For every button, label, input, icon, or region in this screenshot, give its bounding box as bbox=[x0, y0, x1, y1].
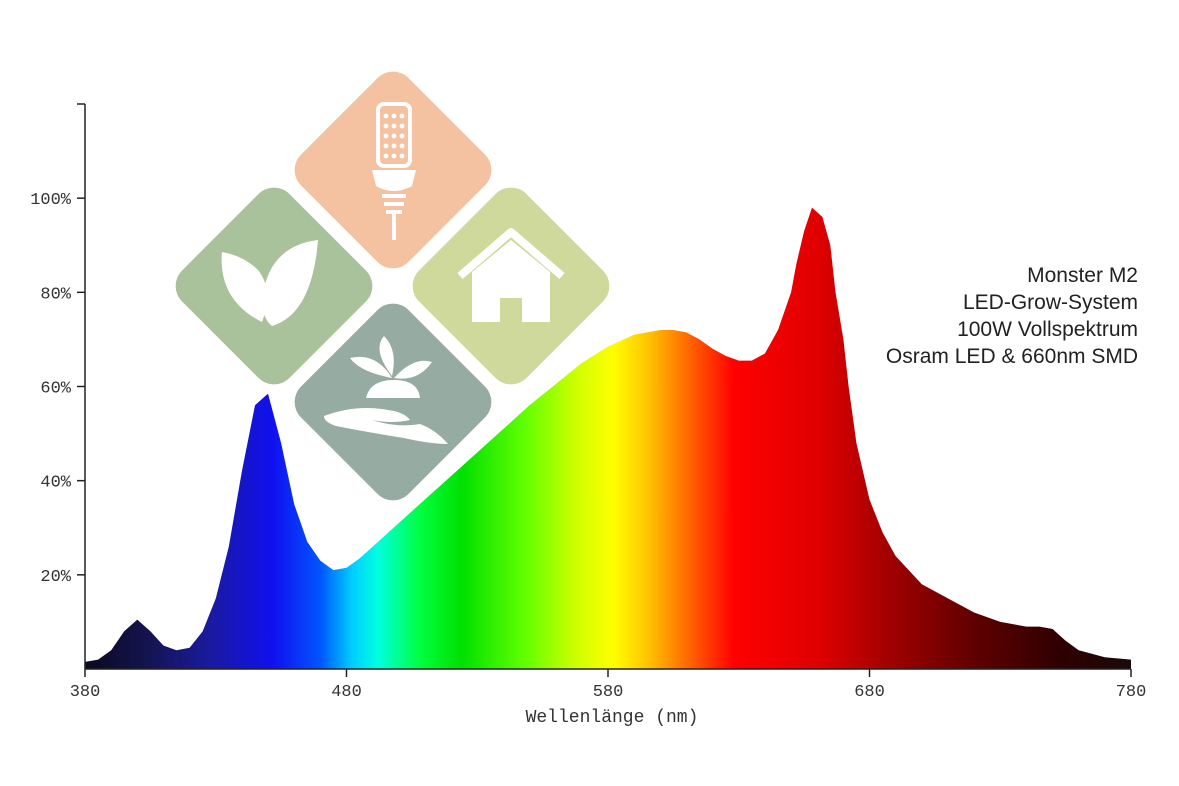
logo-tile-led bbox=[294, 71, 492, 269]
y-tick-label-60: 60% bbox=[40, 380, 71, 399]
product-power: 100W Vollspektrum bbox=[957, 318, 1138, 341]
x-tick-label-380: 380 bbox=[70, 683, 101, 702]
x-tick-label-480: 480 bbox=[331, 683, 362, 702]
product-type: LED-Grow-System bbox=[962, 291, 1138, 314]
house-icon bbox=[457, 228, 565, 322]
led-bulb-icon bbox=[372, 102, 416, 240]
logo bbox=[175, 71, 610, 501]
logo-tile-leaves bbox=[175, 187, 373, 385]
y-tick-label-100: 100% bbox=[30, 191, 72, 210]
y-tick-label-20: 20% bbox=[40, 568, 71, 587]
leaves-icon bbox=[221, 240, 318, 326]
logo-tile-hand-plant bbox=[294, 303, 492, 501]
y-tick-label-40: 40% bbox=[40, 474, 71, 493]
x-tick-label-680: 680 bbox=[854, 683, 885, 702]
x-axis-title: Wellenlänge (nm) bbox=[526, 708, 699, 728]
spectrum-area-0 bbox=[85, 207, 1131, 669]
product-name: Monster M2 bbox=[1027, 264, 1138, 287]
hand-plant-icon bbox=[324, 336, 448, 444]
y-tick-label-80: 80% bbox=[40, 285, 71, 304]
x-tick-label-580: 580 bbox=[593, 683, 624, 702]
logo-tile-house bbox=[412, 187, 610, 385]
product-leds: Osram LED & 660nm SMD bbox=[885, 345, 1138, 368]
x-tick-label-780: 780 bbox=[1116, 683, 1147, 702]
product-info: Monster M2 LED-Grow-System 100W Vollspek… bbox=[886, 262, 1138, 370]
